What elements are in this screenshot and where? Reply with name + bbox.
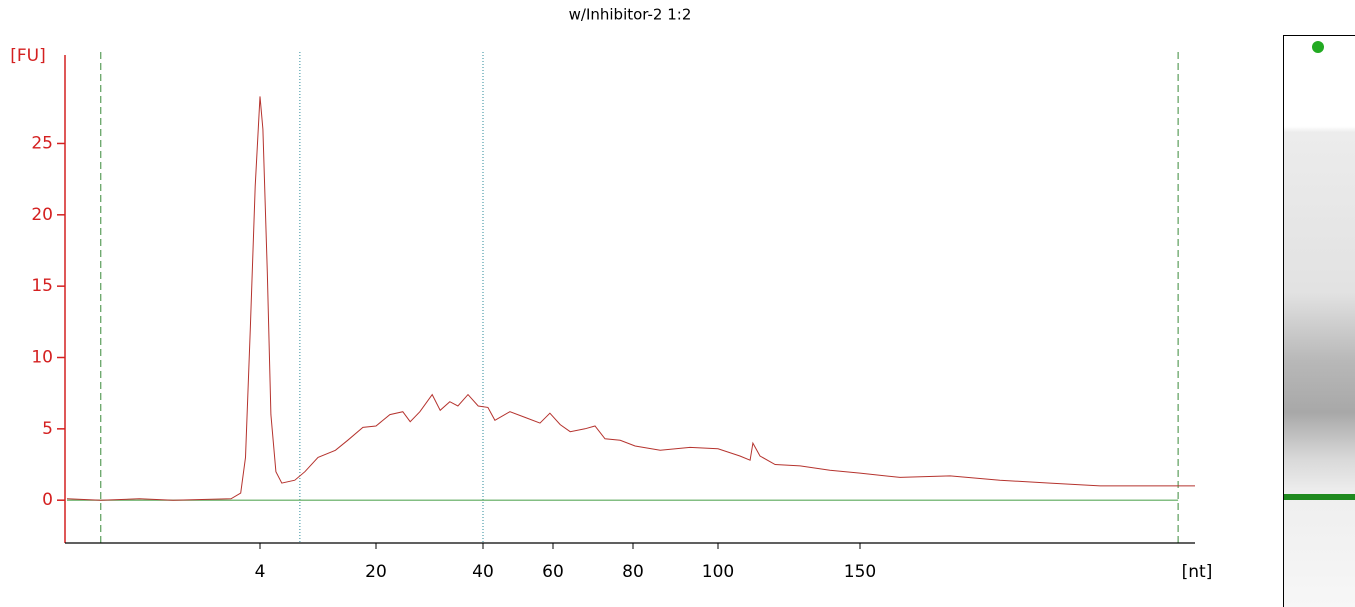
x-tick-label: 60	[542, 562, 564, 582]
y-tick-label: 10	[31, 348, 53, 368]
x-tick-label: 100	[702, 562, 734, 582]
y-tick-label: 5	[42, 419, 53, 439]
x-tick-label: 4	[255, 562, 266, 582]
y-tick-label: 20	[31, 205, 53, 225]
x-axis-label: [nt]	[1182, 562, 1213, 582]
x-tick-label: 150	[844, 562, 876, 582]
x-tick-label: 20	[365, 562, 387, 582]
gel-lane-bg	[1283, 35, 1355, 607]
y-tick-label: 0	[42, 490, 53, 510]
gel-marker-band	[1284, 494, 1355, 500]
y-tick-label: 15	[31, 276, 53, 296]
chart-title: w/Inhibitor-2 1:2	[569, 6, 692, 24]
y-axis-label: [FU]	[10, 46, 46, 66]
gel-marker-dot	[1312, 41, 1324, 53]
chart: w/Inhibitor-2 1:2 [FU] [nt] 0 5 10 15 20 25 4 2…	[0, 0, 1355, 607]
x-tick-label: 80	[622, 562, 644, 582]
trace	[67, 96, 1195, 500]
gel-lane	[1283, 35, 1355, 607]
y-tick-label: 25	[31, 133, 53, 153]
x-tick-label: 40	[472, 562, 494, 582]
